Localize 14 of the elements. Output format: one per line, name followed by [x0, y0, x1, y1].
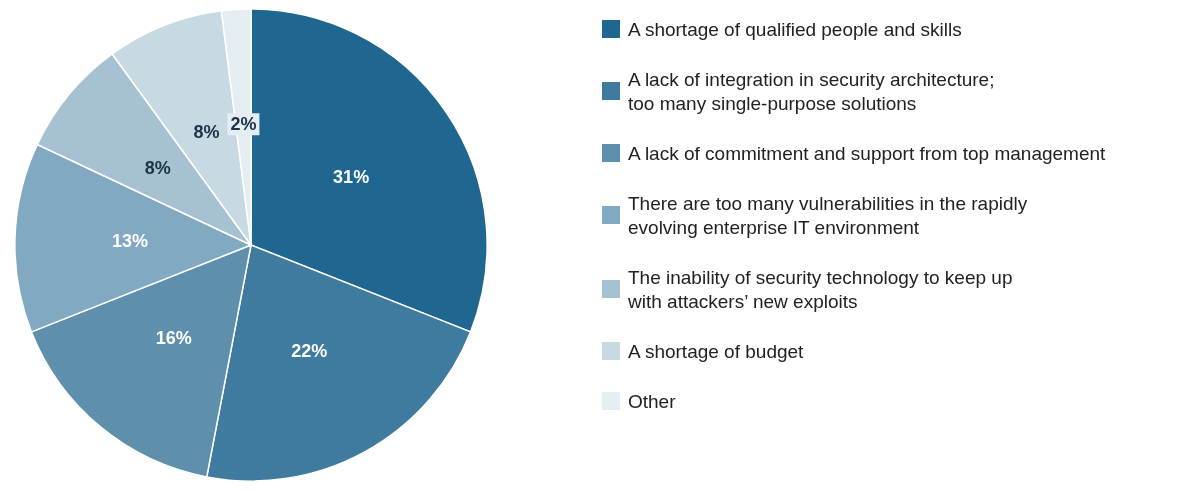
legend-label: A lack of integration in security architecture; too many single-purpose solutions — [628, 68, 995, 114]
legend-label: There are too many vulnerabilities in the rapidly evolving enterprise IT environment — [628, 192, 1028, 238]
legend-label: A lack of commitment and support from top management — [628, 142, 1107, 164]
legend-label: A shortage of budget — [628, 340, 805, 362]
legend-label: Other — [628, 390, 677, 412]
data-label: 2% — [230, 114, 257, 135]
data-label: 13% — [111, 231, 149, 252]
legend-label: The inability of security technology to keep up with attackers’ new exploits — [627, 266, 1013, 312]
data-label: 22% — [291, 341, 328, 362]
legend-label: A shortage of qualified people and skills — [628, 18, 962, 40]
data-label: 16% — [155, 328, 192, 349]
data-label: 8% — [144, 157, 171, 178]
data-label: 31% — [333, 166, 370, 187]
data-label: 8% — [193, 122, 220, 143]
